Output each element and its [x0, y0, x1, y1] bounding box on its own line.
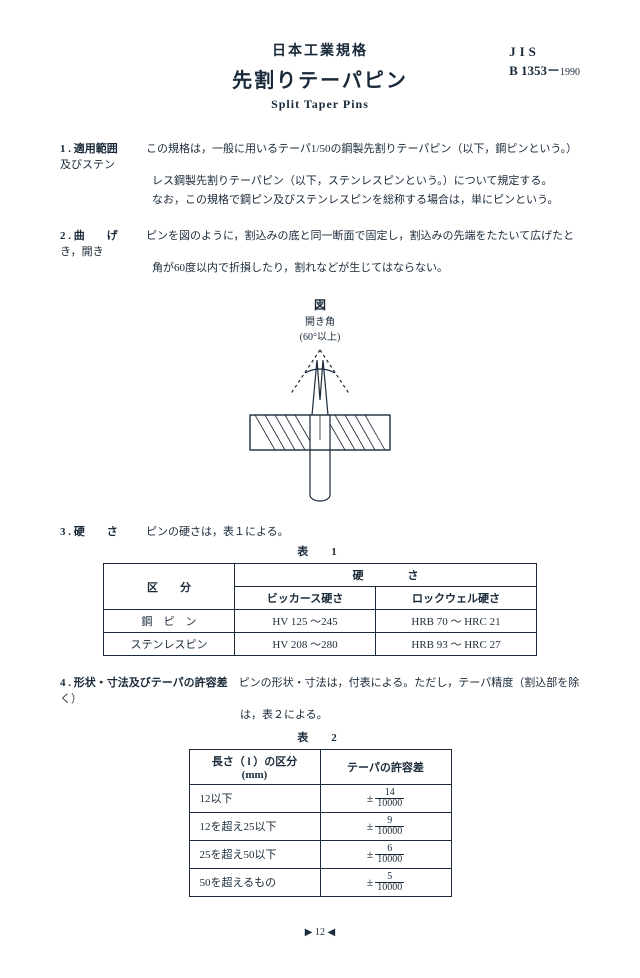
section-tolerance: 4 . 形状・寸法及びテーパの許容差 ピンの形状・寸法は，付表による。ただし，テ…: [60, 674, 580, 897]
section-1-text: レス鋼製先割りテーパピン（以下，ステンレスピンという。）について規定する。: [60, 172, 580, 191]
figure-angle-value: (60°以上): [300, 332, 341, 343]
section-4-label: 4 . 形状・寸法及びテーパの許容差: [60, 677, 228, 689]
table-row: 25を超え50以下 ±610000: [189, 840, 451, 868]
split-pin-diagram: [220, 345, 420, 505]
standard-year: 1990: [560, 67, 580, 78]
section-2-label: 2 . 曲 げ: [60, 227, 146, 243]
table-header: 硬 さ: [235, 564, 537, 587]
tolerance-table: 長さ（ l ）の区分(mm) テーパの許容差 12以下 ±1410000 12を…: [189, 749, 452, 897]
section-3-label: 3 . 硬 さ: [60, 523, 146, 539]
document-header: 日本工業規格 先割りテーパピン Split Taper Pins JIS B 1…: [60, 40, 580, 112]
table-header: テーパの許容差: [320, 749, 451, 784]
title-ja: 先割りテーパピン: [160, 64, 480, 93]
standard-code: JIS B 1353－1990: [509, 44, 580, 79]
section-scope: 1 . 適用範囲この規格は，一般に用いるテーパ1/50の鋼製先割りテーパピン（以…: [60, 140, 580, 209]
table-1-caption: 表 1: [60, 543, 580, 559]
figure-label: 図: [60, 296, 580, 313]
section-bending: 2 . 曲 げピンを図のように，割込みの底と同一断面で固定し，割込みの先端をたた…: [60, 227, 580, 278]
header-titles: 日本工業規格 先割りテーパピン Split Taper Pins: [160, 40, 480, 112]
section-hardness: 3 . 硬 さピンの硬さは，表１による。 表 1 区 分 硬 さ ビッカース硬さ…: [60, 523, 580, 656]
table-row: 12を超え25以下 ±910000: [189, 812, 451, 840]
section-4-text: は，表２による。: [60, 706, 580, 725]
jis-label: JIS: [509, 44, 580, 60]
hardness-table: 区 分 硬 さ ビッカース硬さ ロックウェル硬さ 鋼 ピ ンHV 125 ～24…: [103, 563, 537, 656]
section-1-label: 1 . 適用範囲: [60, 140, 146, 156]
section-1-text: なお，この規格で鋼ピン及びステンレスピンを総称する場合は，単にピンという。: [60, 191, 580, 210]
standard-number: B 1353: [509, 63, 547, 78]
section-2-text: 角が60度以内で折損したり，割れなどが生じてはならない。: [60, 259, 580, 278]
figure: 図 開き角 (60°以上): [60, 296, 580, 505]
table-header: ビッカース硬さ: [235, 587, 376, 610]
section-3-text: ピンの硬さは，表１による。: [146, 526, 289, 538]
page-number: ▶ 12 ◀: [60, 927, 580, 938]
figure-angle-label: 開き角: [305, 317, 335, 328]
title-en: Split Taper Pins: [160, 97, 480, 112]
table-row: 12以下 ±1410000: [189, 784, 451, 812]
table-header: ロックウェル硬さ: [376, 587, 537, 610]
table-header: 区 分: [104, 564, 235, 610]
table-2-caption: 表 2: [60, 729, 580, 745]
table-row: 50を超えるもの ±510000: [189, 868, 451, 896]
table-row: 鋼 ピ ンHV 125 ～245HRB 70 ～ HRC 21: [104, 610, 537, 633]
table-header: 長さ（ l ）の区分(mm): [189, 749, 320, 784]
org-name: 日本工業規格: [160, 40, 480, 60]
table-row: ステンレスピンHV 208 ～280HRB 93 ～ HRC 27: [104, 633, 537, 656]
